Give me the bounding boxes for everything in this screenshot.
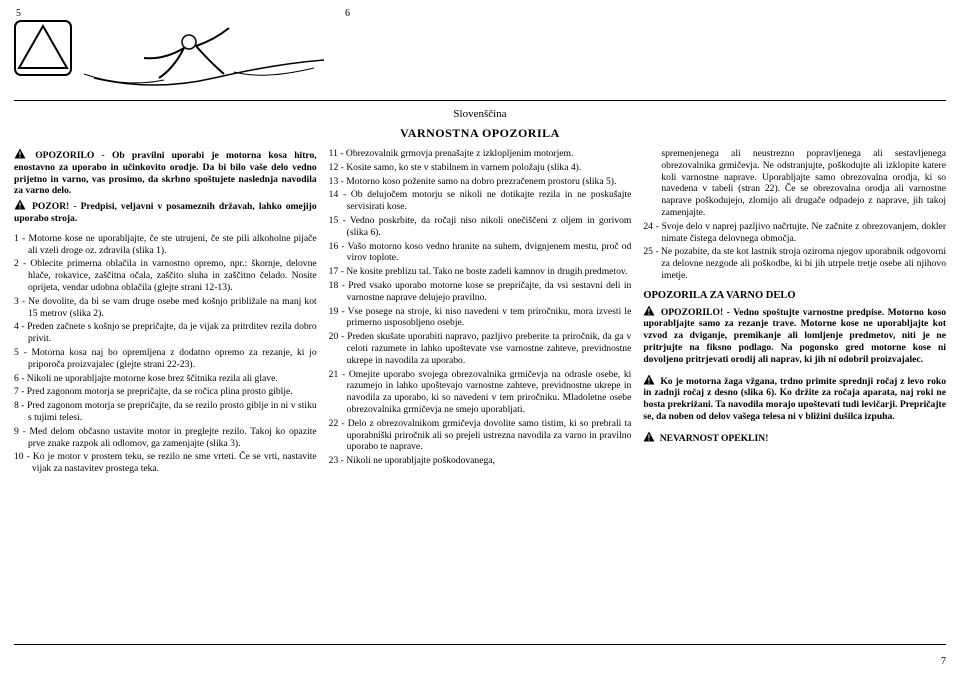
list-item: 19 - Vse posege na stroje, ki niso naved… — [329, 306, 632, 330]
warning-block-1: ! OPOZORILO! - Vedno spoštujte varnostne… — [643, 305, 946, 366]
page-number-top-mid: 6 — [345, 8, 350, 19]
section-heading: OPOZORILA ZA VARNO DELO — [643, 290, 946, 303]
header-safety-icons — [14, 20, 334, 98]
list-item: 6 - Nikoli ne uporabljajte motorne kose … — [14, 373, 317, 385]
list-item: 4 - Preden začnete s košnjo se prepričaj… — [14, 321, 317, 345]
list-item: 23 - Nikoli ne uporabljajte poškodovaneg… — [329, 455, 632, 467]
page-number-bottom: 7 — [941, 656, 946, 667]
warning-block-1-text: OPOZORILO! - Vedno spoštujte varnostne p… — [643, 307, 946, 365]
list-item: 17 - Ne kosite preblizu tal. Tako ne bos… — [329, 266, 632, 278]
list-item: 12 - Kosite samo, ko ste v stabilnem in … — [329, 162, 632, 174]
list-item: 22 - Delo z obrezovalnikom grmičevja dov… — [329, 418, 632, 453]
warning-lead-1-text: OPOZORILO - Ob pravilni uporabi je motor… — [14, 150, 317, 196]
warning-block-3: ! NEVARNOST OPEKLIN! — [643, 431, 946, 445]
svg-text:!: ! — [19, 202, 22, 211]
svg-text:!: ! — [19, 151, 22, 160]
content-columns: ! OPOZORILO - Ob pravilni uporabi je mot… — [14, 148, 946, 645]
warning-block-2-text: Ko je motorna žaga vžgana, trdno primite… — [643, 376, 946, 422]
warning-icon: ! — [14, 199, 26, 210]
warning-icon: ! — [643, 305, 655, 316]
warning-block-3-text: NEVARNOST OPEKLIN! — [660, 433, 769, 444]
page-title: VARNOSTNA OPOZORILA — [0, 126, 960, 141]
list-item: 14 - Ob delujočem motorju se nikoli ne d… — [329, 189, 632, 213]
list-item: 21 - Omejite uporabo svojega obrezovalni… — [329, 369, 632, 416]
list-item: 8 - Pred zagonom motorja se prepričajte,… — [14, 400, 317, 424]
warning-icon: ! — [643, 431, 655, 442]
list-item: 24 - Svoje delo v naprej pazljivo načrtu… — [643, 221, 946, 245]
list-item: 10 - Ko je motor v prostem teku, se rezi… — [14, 451, 317, 475]
warning-lead-1: ! OPOZORILO - Ob pravilni uporabi je mot… — [14, 148, 317, 197]
warning-block-2: ! Ko je motorna žaga vžgana, trdno primi… — [643, 374, 946, 423]
list-item: 11 - Obrezovalnik grmovja prenašajte z i… — [329, 148, 632, 160]
list-item-continuation: spremenjenega ali neustrezno popravljene… — [643, 148, 946, 219]
list-item: 3 - Ne dovolite, da bi se vam druge oseb… — [14, 296, 317, 320]
warning-lead-2: ! POZOR! - Predpisi, veljavni v posamezn… — [14, 199, 317, 225]
list-item: 1 - Motorne kose ne uporabljajte, če ste… — [14, 233, 317, 257]
list-item: 25 - Ne pozabite, da ste kot lastnik str… — [643, 246, 946, 281]
list-item: 7 - Pred zagonom motorja se prepričajte,… — [14, 386, 317, 398]
column-1: ! OPOZORILO - Ob pravilni uporabi je mot… — [14, 148, 317, 638]
svg-text:!: ! — [648, 376, 651, 385]
column-2: 11 - Obrezovalnik grmovja prenašajte z i… — [329, 148, 632, 638]
svg-text:!: ! — [648, 433, 651, 442]
list-item: 13 - Motorno koso poženite samo na dobro… — [329, 176, 632, 188]
column-3: spremenjenega ali neustrezno popravljene… — [643, 148, 946, 638]
list-item: 9 - Med delom občasno ustavite motor in … — [14, 426, 317, 450]
list-item: 16 - Vašo motorno koso vedno hranite na … — [329, 241, 632, 265]
list-item: 18 - Pred vsako uporabo motorne kose se … — [329, 280, 632, 304]
list-item: 2 - Oblecite primerna oblačila in varnos… — [14, 258, 317, 293]
warning-icon: ! — [14, 148, 26, 159]
page-number-top-left: 5 — [16, 8, 21, 19]
warning-lead-2-text: POZOR! - Predpisi, veljavni v posameznih… — [14, 201, 317, 224]
list-item: 5 - Motorna kosa naj bo opremljena z dod… — [14, 347, 317, 371]
svg-text:!: ! — [648, 307, 651, 316]
horizontal-rule-top — [14, 100, 946, 101]
language-label: Slovenščina — [0, 108, 960, 120]
list-item: 15 - Vedno poskrbite, da ročaji niso nik… — [329, 215, 632, 239]
warning-icon: ! — [643, 374, 655, 385]
list-item: 20 - Preden skušate uporabiti napravo, p… — [329, 331, 632, 366]
